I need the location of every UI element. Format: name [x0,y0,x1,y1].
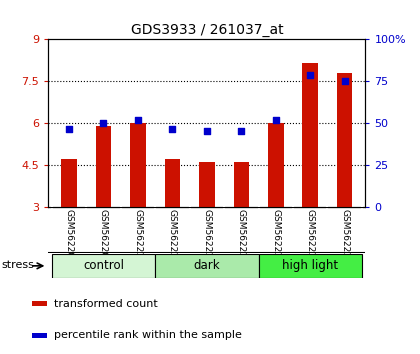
Text: GSM562215: GSM562215 [306,210,315,264]
Text: dark: dark [194,259,220,272]
Bar [302,63,318,207]
Bar [199,162,215,207]
Text: GSM562209: GSM562209 [99,210,108,264]
Text: GSM562211: GSM562211 [168,210,177,264]
Text: transformed count: transformed count [55,299,158,309]
Bar [234,162,249,207]
Bar [337,73,352,207]
Bar [155,254,259,278]
Bar [259,254,362,278]
Point [204,129,210,134]
Bar [32,301,47,306]
Text: GSM562214: GSM562214 [271,210,280,264]
Point [134,118,141,123]
Point [307,73,314,78]
Point [66,126,72,131]
Bar [165,159,180,207]
Bar [52,254,155,278]
Text: percentile rank within the sample: percentile rank within the sample [55,330,242,340]
Point [238,129,245,134]
Title: GDS3933 / 261037_at: GDS3933 / 261037_at [131,23,283,36]
Point [273,118,279,123]
Text: GSM562216: GSM562216 [340,210,349,264]
Text: stress: stress [1,259,34,270]
Text: high light: high light [282,259,339,272]
Bar [130,123,146,207]
Point [100,120,107,126]
Bar [61,159,77,207]
Bar [32,333,47,338]
Bar [268,123,284,207]
Point [169,126,176,131]
Text: GSM562212: GSM562212 [202,210,211,264]
Text: GSM562213: GSM562213 [237,210,246,264]
Point [341,78,348,84]
Text: GSM562208: GSM562208 [65,210,73,264]
Text: control: control [83,259,124,272]
Text: GSM562210: GSM562210 [134,210,142,264]
Bar [96,126,111,207]
